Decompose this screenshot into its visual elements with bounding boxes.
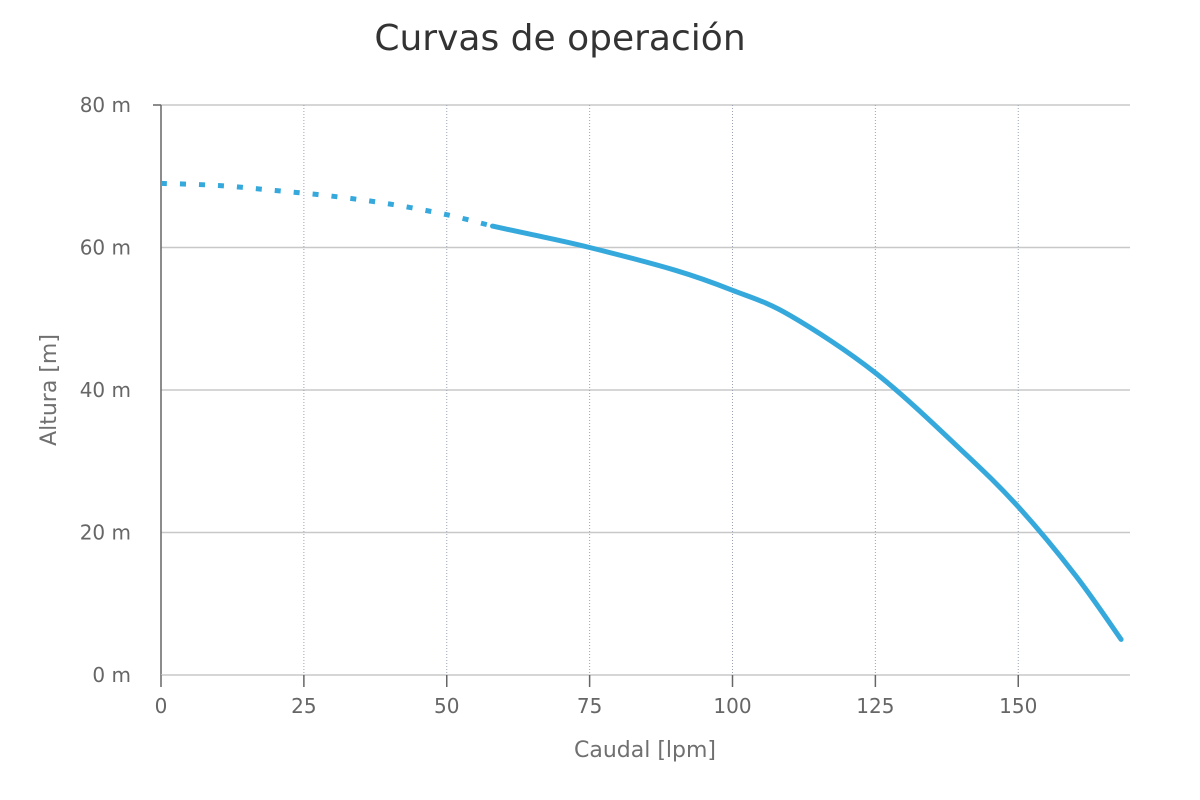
y-axis-title: Altura [m] <box>37 334 62 446</box>
x-tick-label: 25 <box>291 694 316 718</box>
chart-title: Curvas de operación <box>374 18 745 59</box>
y-tick-label: 20 m <box>80 521 131 545</box>
axes <box>153 104 1130 676</box>
y-tick-label: 40 m <box>80 378 131 402</box>
x-tick-label: 0 <box>155 694 168 718</box>
x-tick-label: 125 <box>856 694 894 718</box>
y-tick-label: 0 m <box>92 663 131 687</box>
x-tick-label: 100 <box>713 694 751 718</box>
grid-lines <box>161 104 1130 675</box>
y-tick-label: 60 m <box>80 236 131 260</box>
series-line-dotted <box>160 180 494 229</box>
x-tick-label: 75 <box>577 694 602 718</box>
y-axis-ticks: 0 m 20 m 40 m 60 m 80 m <box>80 93 131 687</box>
x-tick-label: 150 <box>999 694 1037 718</box>
x-axis-ticks: 0 25 50 75 100 125 150 <box>155 675 1037 718</box>
x-axis-title: Caudal [lpm] <box>574 738 716 763</box>
series-lines <box>160 180 1124 642</box>
series-line-solid <box>490 223 1124 642</box>
y-tick-label: 80 m <box>80 93 131 117</box>
x-tick-label: 50 <box>434 694 459 718</box>
